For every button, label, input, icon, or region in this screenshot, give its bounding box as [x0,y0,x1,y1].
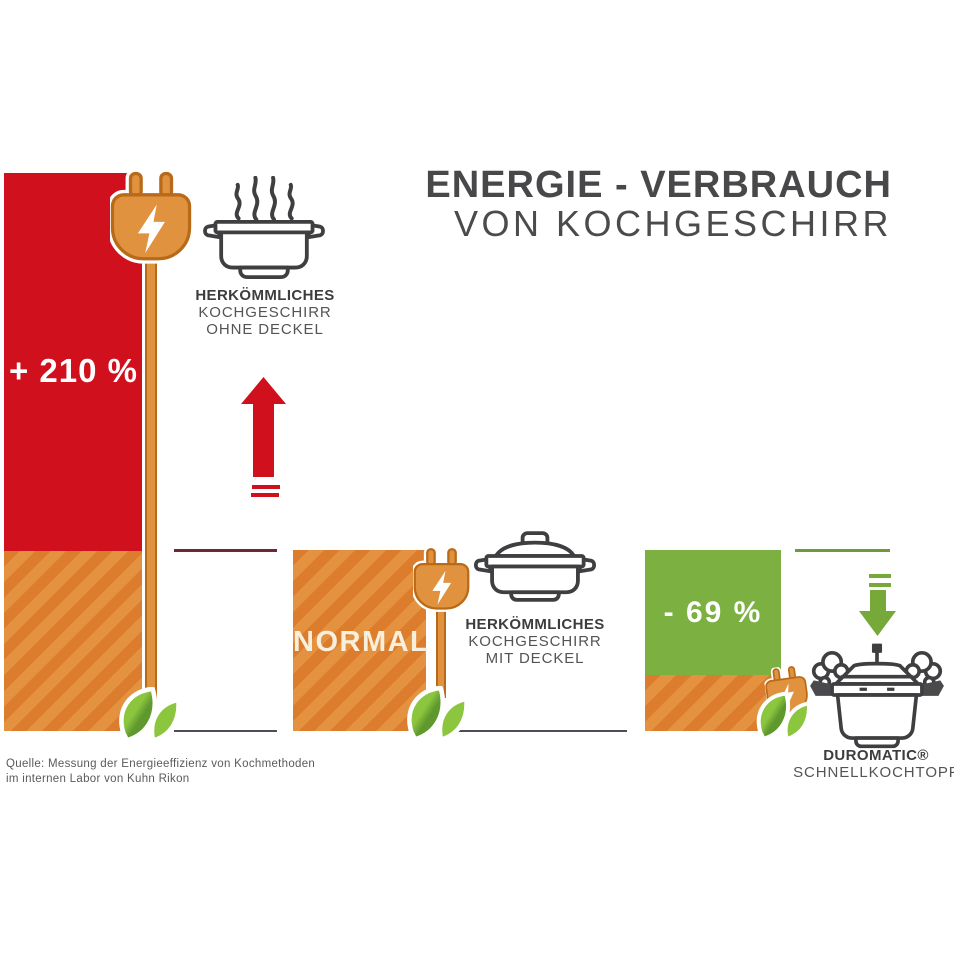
pressure-cooker-icon [808,640,946,750]
pot-with-lid-icon [473,531,597,602]
source-line-2: im internen Labor von Kuhn Rikon [6,772,190,785]
caption-mit-deckel: HERKÖMMLICHES KOCHGESCHIRR MIT DECKEL [447,616,623,667]
pot-without-lid-icon [202,220,326,279]
arrow-up-icon [241,377,286,497]
bar-value-ohne-deckel: + 210 % [8,352,138,389]
caption-schnellkochtopf: DUROMATIC® SCHNELLKOCHTOPF [786,747,954,781]
caption-line: SCHNELLKOCHTOPF [793,764,954,781]
baseline-marker-gray-2 [455,730,627,732]
caption-line: MIT DECKEL [485,650,585,667]
arrow-down-icon [859,574,896,636]
source-note: Quelle: Messung der Energieeffizienz von… [6,757,315,786]
leaf-icon-2 [404,686,470,743]
caption-line: HERKÖMMLICHES [465,616,605,633]
caption-line: DUROMATIC® [823,747,929,764]
bar-schnellkochtopf-saving: - 69 % [645,550,781,675]
source-line-1: Quelle: Messung der Energieeffizienz von… [6,758,316,770]
bar-mit-deckel: NORMAL [293,550,430,731]
steam-icon [228,176,304,222]
caption-line: KOCHGESCHIRR [468,633,602,650]
power-plug-icon-1 [110,170,192,277]
caption-line: HERKÖMMLICHES [195,287,335,304]
baseline-marker-gray-1 [174,730,277,732]
bar-ohne-deckel-base [4,551,143,731]
power-plug-icon-2 [413,547,470,621]
bar-value-schnellkochtopf: - 69 % [663,596,763,629]
bar-value-mit-deckel: NORMAL [293,626,430,658]
caption-ohne-deckel: HERKÖMMLICHES KOCHGESCHIRR OHNE DECKEL [176,287,354,338]
title-line-1: ENERGIE - VERBRAUCH [425,164,892,206]
baseline-marker-maroon [174,549,277,552]
baseline-marker-green [795,549,890,552]
power-cord-2 [436,605,446,698]
leaf-icon-1 [116,687,182,744]
title-line-2: VON KOCHGESCHIRR [453,203,892,244]
power-cord-1 [145,256,157,702]
caption-line: OHNE DECKEL [206,321,324,338]
leaf-icon-3 [754,692,812,742]
page-title: ENERGIE - VERBRAUCH VON KOCHGESCHIRR [425,164,892,244]
caption-line: KOCHGESCHIRR [198,304,332,321]
